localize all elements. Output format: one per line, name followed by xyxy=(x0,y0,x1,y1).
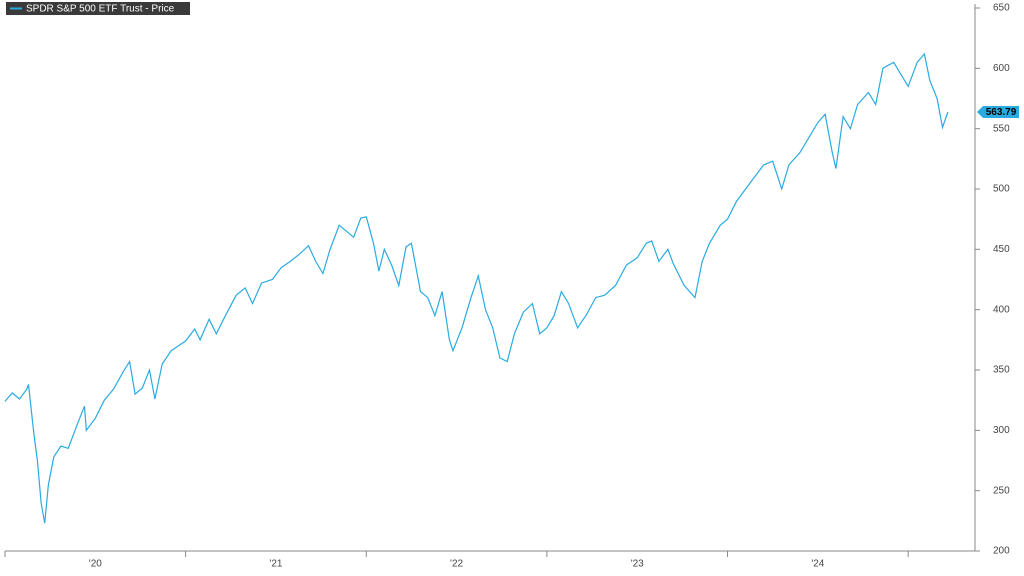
y-tick-label: 500 xyxy=(993,184,1010,195)
last-value-callout xyxy=(977,106,1019,119)
legend-box xyxy=(6,2,190,15)
last-value-label: 563.79 xyxy=(986,107,1017,118)
x-tick-label: '21 xyxy=(269,559,282,570)
price-line xyxy=(4,52,949,524)
x-tick-label: '20 xyxy=(89,559,102,570)
y-tick-label: 450 xyxy=(993,244,1010,255)
y-tick-label: 650 xyxy=(993,3,1010,14)
x-tick-label: '22 xyxy=(450,559,463,570)
x-tick-label: '23 xyxy=(631,559,644,570)
legend-label: SPDR S&P 500 ETF Trust - Price xyxy=(26,4,175,15)
y-tick-label: 600 xyxy=(993,63,1010,74)
y-tick-label: 300 xyxy=(993,425,1010,436)
x-tick-label: '24 xyxy=(811,559,824,570)
y-tick-label: 400 xyxy=(993,304,1010,315)
y-tick-label: 200 xyxy=(993,546,1010,557)
y-tick-label: 350 xyxy=(993,365,1010,376)
y-tick-label: 250 xyxy=(993,485,1010,496)
y-tick-label: 550 xyxy=(993,123,1010,134)
